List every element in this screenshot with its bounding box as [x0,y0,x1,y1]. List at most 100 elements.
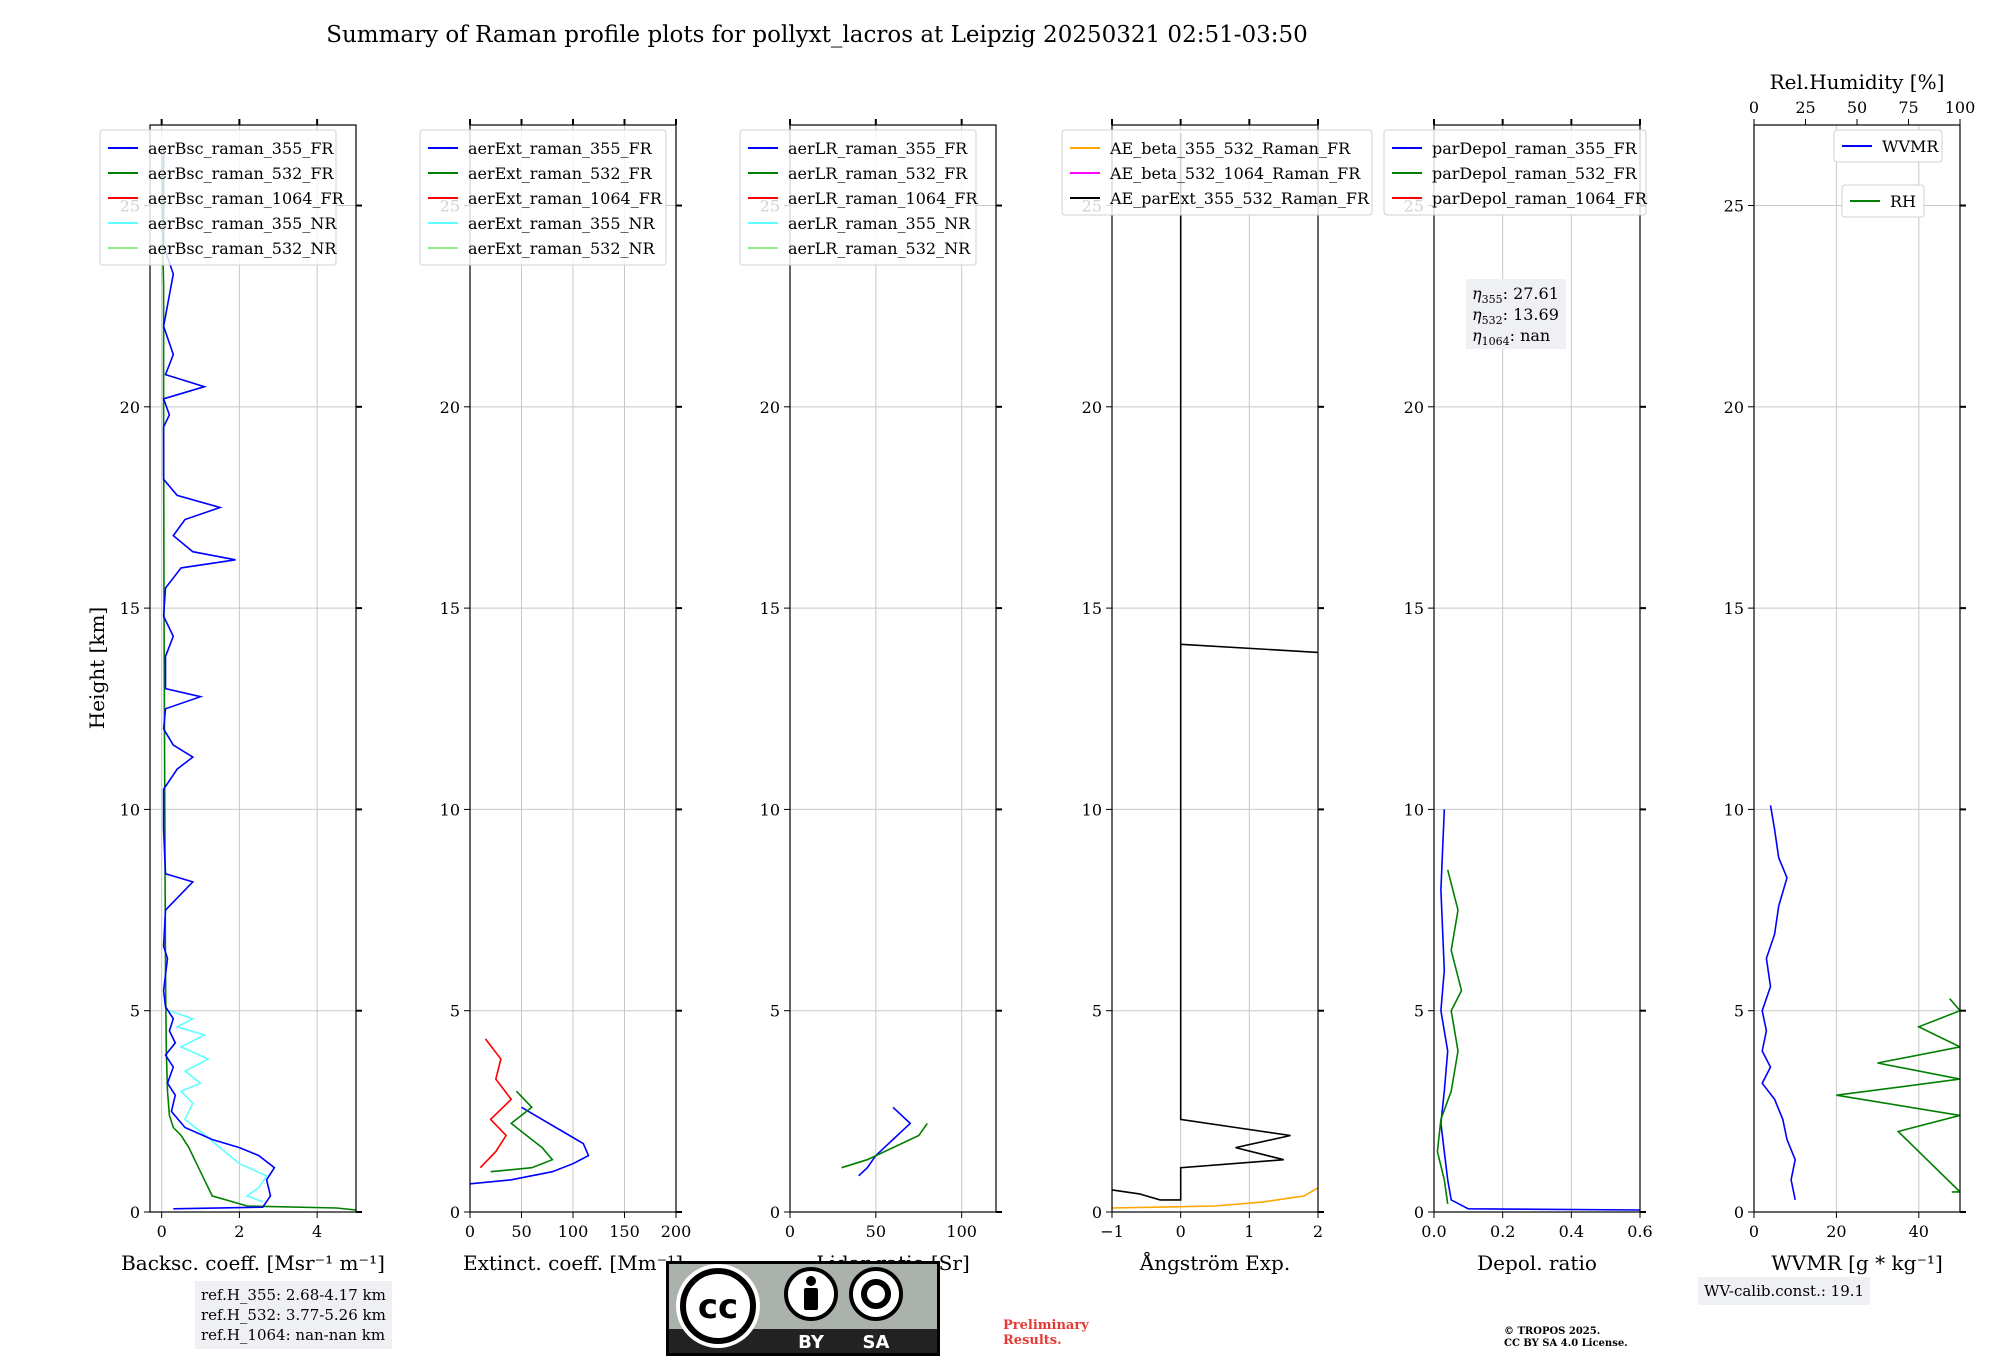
data-layer [1761,805,1960,1201]
top-axis-label: Rel.Humidity [%] [1770,70,1945,94]
panel-ext: 0510152025050100150200Extinct. coeff. [M… [419,119,691,1275]
top-x-tick-label: 0 [1749,98,1759,117]
panel-wv: 0 5 10 15 20 25 0 20 40 WVMR [g * kg⁻¹] 0 25 50 75 100… [1724,70,1976,1275]
series-line-AE_parExt_355_532_Raman_FR [1112,133,1318,1201]
legend-label: aerBsc_raman_1064_FR [148,189,345,208]
x-tick-label: 0 [465,1222,475,1241]
y-tick-label: 0 [130,1203,140,1222]
eta-box [1466,279,1566,349]
eta-line: η355: 27.61 [1472,284,1559,306]
cc-icon [680,1268,756,1344]
x-tick-label: 4 [312,1222,322,1241]
legend-label: aerExt_raman_355_NR [468,214,656,233]
legend-box-rh [1841,184,1925,218]
eta-value: : nan [1510,326,1551,345]
y-tick-label: 10 [440,800,460,819]
y-tick-label: 10 [1724,800,1744,819]
y-tick-label: 15 [440,599,460,618]
series-line-WVMR [1761,805,1797,1201]
top-x-tick-label: 50 [1847,98,1867,117]
x-tick-label: 20 [1826,1222,1846,1241]
y-tick-label: 5 [1092,1002,1102,1021]
legend-label: aerBsc_raman_532_NR [148,239,337,258]
x-tick-label: 50 [511,1222,531,1241]
legend-label: aerLR_raman_532_FR [788,164,968,183]
eta-symbol: η [1472,305,1482,324]
legend-box-wvmr [1833,129,1943,163]
series-line-aerBsc_raman_355_NR [169,1009,268,1203]
x-axis-label: Depol. ratio [1477,1251,1597,1275]
eta-symbol: η [1472,284,1482,303]
y-tick-label: 20 [1082,398,1102,417]
legend-label: AE_parExt_355_532_Raman_FR [1109,189,1370,208]
y-tick-label: 5 [770,1002,780,1021]
by-label: BY [798,1332,825,1353]
series-line-aerLR_raman_532_FR [841,1122,928,1169]
y-tick-label: 15 [760,599,780,618]
wv-calib-text: WV-calib.const.: 19.1 [1704,1282,1865,1300]
top-x-tick-label: 25 [1795,98,1815,117]
panel-frame [1433,124,1641,1213]
y-tick-label: 0 [1734,1203,1744,1222]
y-tick-label: 15 [1082,599,1102,618]
series-line-parDepol_raman_355_FR [1440,809,1640,1211]
legend-label: aerBsc_raman_532_FR [148,164,334,183]
data-layer [1112,133,1318,1209]
panel-frame [1111,124,1319,1213]
series-line-aerLR_raman_355_FR [858,1106,912,1177]
y-tick-label: 15 [1724,599,1744,618]
sa-label: SA [863,1332,890,1353]
legend-label: AE_beta_532_1064_Raman_FR [1109,164,1361,183]
x-tick-label: 50 [866,1222,886,1241]
panel-frame [1753,124,1961,1213]
y-axis-label: Height [km] [85,607,109,729]
y-tick-label: 10 [760,800,780,819]
y-tick-label: 5 [1414,1002,1424,1021]
series-line-RH [1836,998,1960,1193]
preliminary-line-1: Preliminary [1003,1318,1089,1333]
series-line-aerBsc_raman_532_FR [160,145,356,1211]
y-tick-label: 20 [1724,398,1744,417]
x-tick-label: 0 [157,1222,167,1241]
legend-label: WVMR [1882,137,1939,156]
x-tick-label: 100 [558,1222,589,1241]
eta-subscript: 355 [1482,293,1503,306]
x-tick-label: 0.0 [1421,1222,1446,1241]
copyright-line-1: © TROPOS 2025. [1504,1326,1601,1337]
series-line-aerBsc_raman_355_FR [162,145,276,1210]
x-tick-label: 0.2 [1490,1222,1515,1241]
legend-label: aerBsc_raman_355_NR [148,214,337,233]
x-tick-label: 2 [234,1222,244,1241]
sa-icon [849,1267,903,1321]
eta-symbol: η [1472,326,1482,345]
legend-box [99,129,337,266]
y-tick-label: 0 [1414,1203,1424,1222]
x-tick-label: −1 [1100,1222,1124,1241]
x-tick-label: 100 [946,1222,977,1241]
eta-value: : 27.61 [1503,284,1559,303]
legend-label: RH [1890,192,1916,211]
copyright-line-2: CC BY SA 4.0 License. [1504,1338,1628,1349]
ref-height-532: ref.H_532: 3.77-5.26 km [201,1306,386,1324]
legend-label: parDepol_raman_532_FR [1432,164,1638,183]
y-tick-label: 10 [1082,800,1102,819]
top-x-tick-label: 75 [1898,98,1918,117]
legend-label: aerLR_raman_355_NR [788,214,971,233]
legend-box [419,129,667,266]
y-tick-label: 5 [450,1002,460,1021]
ref-height-1064: ref.H_1064: nan-nan km [201,1326,386,1344]
legend-label: aerExt_raman_532_NR [468,239,656,258]
y-tick-label: 5 [130,1002,140,1021]
data-layer [841,1106,928,1177]
data-layer [470,1038,590,1185]
legend-label: aerLR_raman_355_FR [788,139,968,158]
cc-text: cc [698,1287,738,1327]
y-tick-label: 0 [450,1203,460,1222]
cc-by-sa-badge: cc BY SA [666,1261,940,1356]
x-tick-label: 0 [1749,1222,1759,1241]
y-tick-label: 20 [760,398,780,417]
legend-label: aerLR_raman_532_NR [788,239,971,258]
